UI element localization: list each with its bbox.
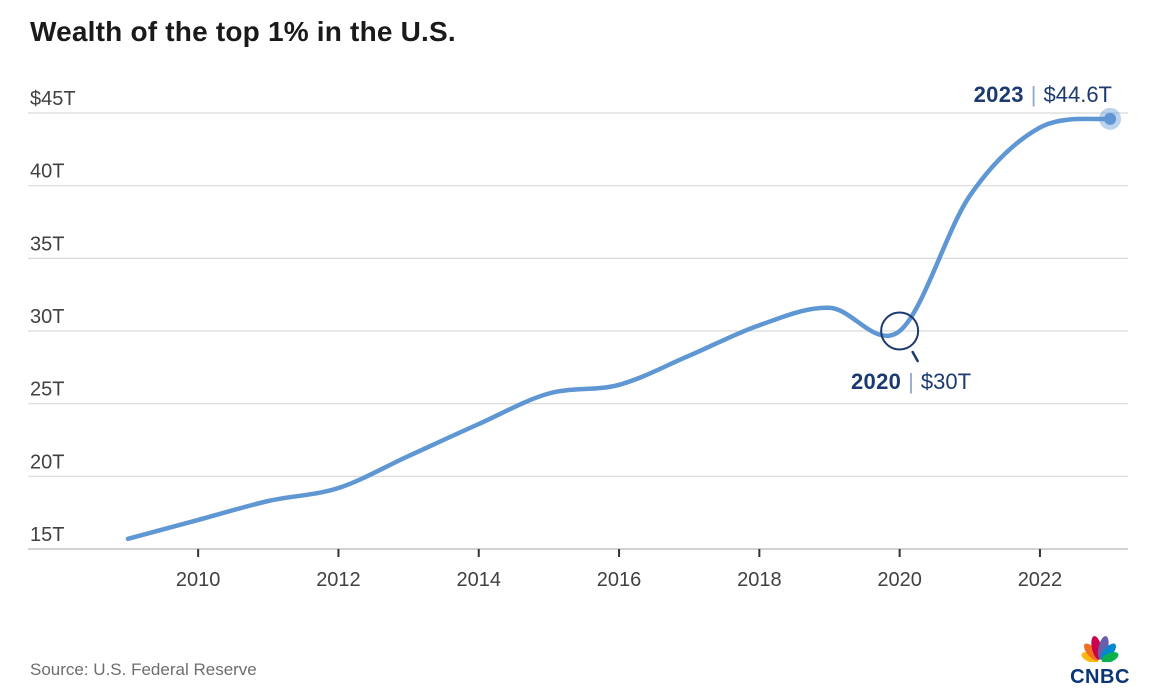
x-axis-tick-label: 2020 bbox=[877, 569, 922, 591]
y-axis-tick-label: $45T bbox=[30, 88, 76, 110]
x-axis-tick-label: 2018 bbox=[737, 569, 782, 591]
y-axis-tick-label: 35T bbox=[30, 233, 64, 255]
y-axis-tick-label: 25T bbox=[30, 379, 64, 401]
y-axis-tick-label: 30T bbox=[30, 306, 64, 328]
annotation-2020: 2020 | $30T bbox=[851, 371, 971, 393]
y-axis-tick-label: 15T bbox=[30, 524, 64, 546]
annotation-2023-year: 2023 bbox=[973, 82, 1024, 107]
cnbc-peacock-icon bbox=[1081, 636, 1119, 663]
x-axis-tick-label: 2014 bbox=[457, 569, 502, 591]
cnbc-wordmark: CNBC bbox=[1070, 666, 1130, 688]
annotation-separator: | bbox=[1030, 82, 1037, 107]
wealth-line bbox=[125, 116, 1113, 542]
annotation-2020-year: 2020 bbox=[851, 369, 902, 394]
endpoint-dot bbox=[1104, 112, 1117, 125]
x-axis-tick-label: 2010 bbox=[176, 569, 221, 591]
wealth-line-chart: $45T 40T 35T 30T 25T 20T 15T 2010 2012 2014 2016 20… bbox=[28, 88, 1128, 591]
source-credit: Source: U.S. Federal Reserve bbox=[30, 660, 257, 679]
chart-title: Wealth of the top 1% in the U.S. bbox=[30, 16, 456, 47]
x-axis-tick-label: 2016 bbox=[597, 569, 642, 591]
annotation-2023: 2023 | $44.6T bbox=[974, 84, 1112, 106]
x-axis-tick-label: 2012 bbox=[316, 569, 361, 591]
y-axis-tick-label: 40T bbox=[30, 161, 64, 183]
callout-circle bbox=[880, 311, 920, 351]
annotation-separator: | bbox=[908, 369, 914, 394]
annotation-2020-value: $30T bbox=[920, 369, 972, 394]
annotation-2023-value: $44.6T bbox=[1043, 82, 1113, 107]
callout-pointer bbox=[911, 350, 919, 363]
x-axis-tick-label: 2022 bbox=[1018, 569, 1063, 591]
cnbc-logo: CNBC bbox=[1068, 632, 1132, 687]
y-axis-tick-label: 20T bbox=[30, 451, 64, 473]
